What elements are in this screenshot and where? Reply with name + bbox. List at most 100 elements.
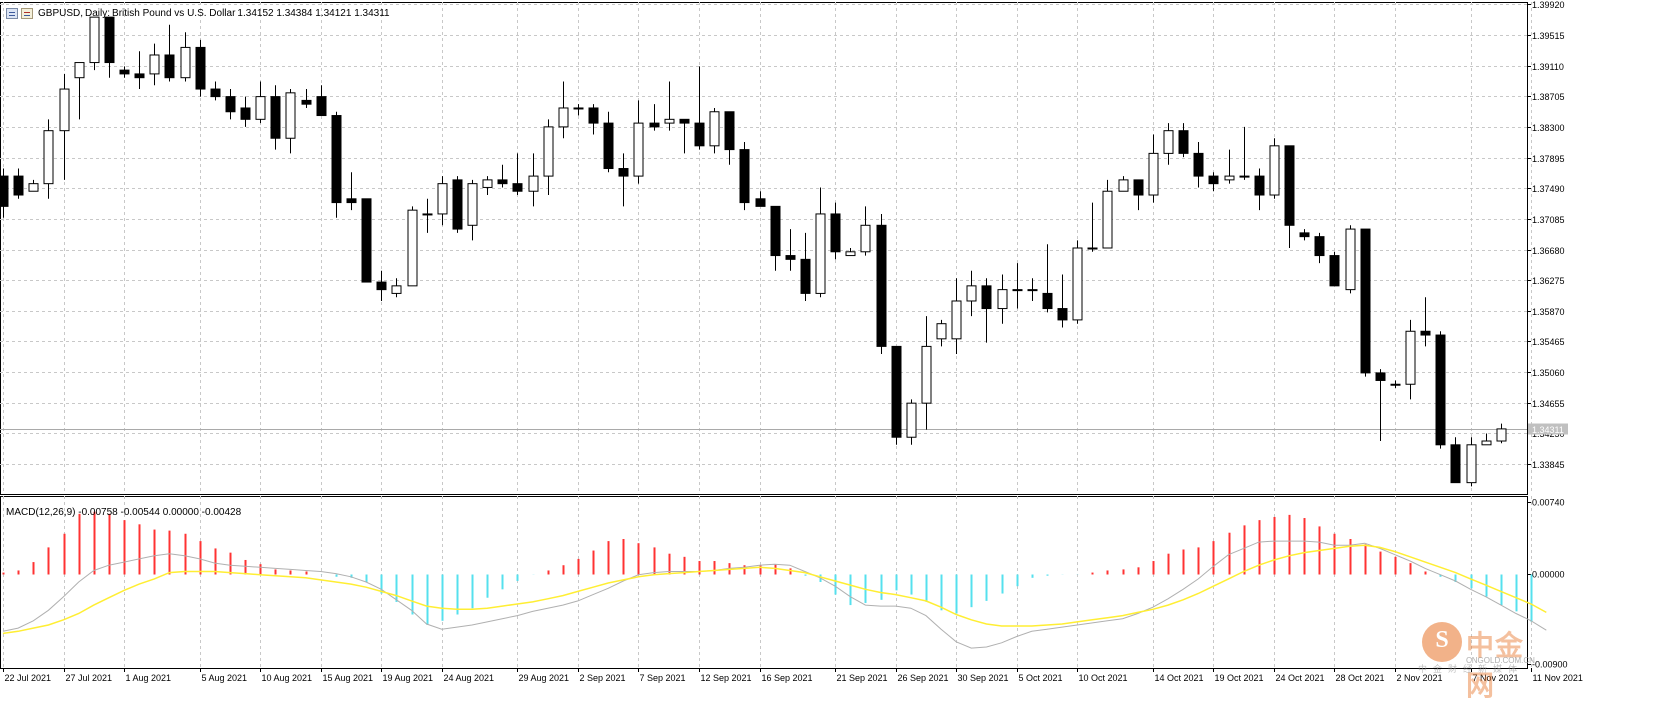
candle-body: [1254, 175, 1265, 196]
candle: [1345, 225, 1356, 294]
candle: [1299, 229, 1310, 241]
candle-body: [1133, 179, 1144, 196]
grid-lines: [0, 2, 1532, 668]
candle: [997, 274, 1008, 324]
candle: [210, 81, 221, 101]
candle-body: [149, 54, 160, 75]
candle: [1224, 149, 1235, 184]
candle: [1012, 263, 1023, 309]
candle: [74, 62, 85, 120]
price-axis-label: 1.35060: [1532, 368, 1565, 378]
macd-axis-label: -0.00900: [1532, 660, 1568, 670]
candle-body: [1345, 228, 1356, 291]
candle-body: [997, 289, 1008, 310]
price-axis-label: 1.39515: [1532, 31, 1565, 41]
candle: [1405, 319, 1416, 400]
macd-axis-label: 0.00740: [1532, 498, 1565, 508]
candle: [543, 119, 554, 196]
date-axis-label: 22 Jul 2021: [5, 673, 52, 683]
current-price-label: 1.34311: [1532, 425, 1564, 435]
candle: [255, 81, 266, 124]
candle: [573, 104, 584, 116]
candle: [649, 104, 660, 131]
macd-axis-label: 0.00000: [1532, 570, 1565, 580]
candle-body: [1072, 247, 1083, 321]
watermark-name: 中金网: [1466, 630, 1525, 701]
symbol-name: GBPUSD,: [38, 7, 84, 19]
candle: [528, 153, 539, 207]
watermark-subtitle: 中金财经新媒体: [1418, 664, 1524, 674]
candle: [1118, 176, 1129, 192]
ohlc-values: 1.34152 1.34384 1.34121 1.34311: [237, 7, 390, 19]
candle: [1178, 123, 1189, 158]
candle: [361, 198, 372, 283]
candle: [951, 278, 962, 354]
price-axis-label: 1.34655: [1532, 399, 1565, 409]
candle-body: [376, 281, 387, 291]
candle: [1239, 126, 1250, 180]
candle-body: [1435, 334, 1446, 446]
candle-body: [1450, 444, 1461, 484]
candle-body: [1284, 145, 1295, 226]
candle-body: [301, 99, 312, 105]
candle: [497, 164, 508, 188]
cngold-logo-icon: [1422, 622, 1462, 662]
candle: [59, 73, 70, 180]
price-axis-label: 1.36275: [1532, 276, 1565, 286]
candle-body: [815, 213, 826, 294]
candle-body: [225, 96, 236, 113]
candle: [1420, 297, 1431, 347]
date-axis-label: 1 Aug 2021: [126, 673, 172, 683]
candle: [1102, 179, 1113, 249]
candle: [588, 104, 599, 135]
date-axis-label: 5 Oct 2021: [1019, 673, 1063, 683]
date-axis-label: 30 Sep 2021: [958, 673, 1009, 683]
candle: [1375, 369, 1386, 442]
candle: [1390, 380, 1401, 389]
candle-body: [1224, 175, 1235, 181]
candle-body: [28, 183, 39, 192]
candle-body: [1027, 289, 1038, 292]
candle: [800, 232, 811, 301]
price-axis-label: 1.35465: [1532, 337, 1565, 347]
candle: [437, 176, 448, 226]
candle-body: [180, 46, 191, 79]
candle-body: [543, 126, 554, 177]
candle-body: [255, 96, 266, 120]
candle: [876, 213, 887, 354]
candle-body: [1420, 330, 1431, 336]
price-axis-label: 1.39920: [1532, 0, 1565, 10]
macd-indicator-header: MACD(12,26,9) -0.00758 -0.00544 0.00000 …: [6, 507, 242, 518]
candle-body: [1375, 372, 1386, 381]
candle: [830, 202, 841, 260]
candle-body: [210, 88, 221, 98]
candle: [1269, 138, 1280, 199]
date-axis-label: 15 Aug 2021: [323, 673, 374, 683]
candle-body: [664, 118, 675, 124]
candle: [225, 89, 236, 120]
date-axis-label: 24 Oct 2021: [1276, 673, 1325, 683]
candle: [1360, 228, 1371, 377]
candle: [936, 319, 947, 347]
date-axis-label: 11 Nov 2021: [1533, 673, 1583, 683]
symbol-description: British Pound vs U.S. Dollar: [112, 7, 236, 19]
candle: [1466, 437, 1477, 487]
candle-body: [134, 73, 145, 79]
candle: [1481, 433, 1492, 446]
date-axis-label: 2 Nov 2021: [1397, 673, 1443, 683]
candle: [618, 153, 629, 207]
candle-body: [89, 16, 100, 64]
candle: [13, 168, 24, 199]
price-axis-label: 1.36680: [1532, 246, 1565, 256]
date-axis: 22 Jul 2021 27 Jul 2021 1 Aug 2021 5 Aug 20…: [3, 668, 1583, 683]
candle-body: [1329, 255, 1340, 287]
candle-body: [966, 285, 977, 302]
candle: [180, 32, 191, 82]
price-axis-label: 1.38300: [1532, 123, 1565, 133]
candle-body: [770, 205, 781, 257]
date-axis-label: 28 Oct 2021: [1336, 673, 1385, 683]
candle-body: [452, 179, 463, 230]
candle-body: [876, 224, 887, 347]
